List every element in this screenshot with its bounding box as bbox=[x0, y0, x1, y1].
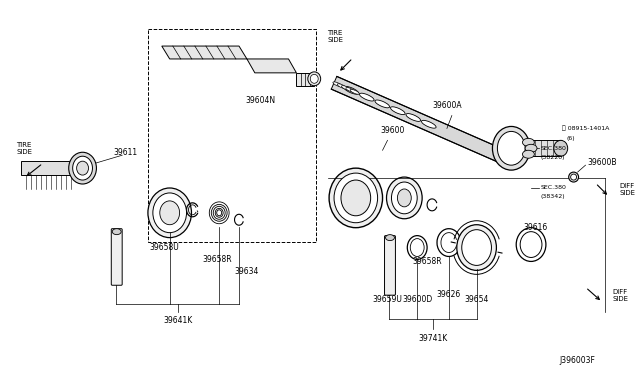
Ellipse shape bbox=[385, 235, 394, 241]
Ellipse shape bbox=[337, 84, 346, 89]
FancyBboxPatch shape bbox=[526, 140, 561, 156]
Text: (6): (6) bbox=[566, 136, 575, 141]
Text: 39741K: 39741K bbox=[419, 334, 447, 343]
Text: SEC.380: SEC.380 bbox=[541, 186, 567, 190]
Text: 39600B: 39600B bbox=[588, 158, 617, 167]
Ellipse shape bbox=[516, 228, 546, 262]
Ellipse shape bbox=[406, 113, 420, 121]
Ellipse shape bbox=[209, 202, 229, 224]
Text: 39604N: 39604N bbox=[246, 96, 276, 105]
Ellipse shape bbox=[344, 86, 358, 94]
Text: TIRE
SIDE: TIRE SIDE bbox=[327, 30, 343, 43]
Ellipse shape bbox=[342, 86, 351, 90]
Ellipse shape bbox=[213, 206, 225, 219]
Ellipse shape bbox=[497, 131, 525, 165]
Ellipse shape bbox=[333, 82, 342, 87]
Ellipse shape bbox=[73, 156, 92, 180]
Text: J396003F: J396003F bbox=[559, 356, 595, 365]
Text: DIFF
SIDE: DIFF SIDE bbox=[619, 183, 635, 196]
Text: TIRE
SIDE: TIRE SIDE bbox=[16, 142, 32, 155]
Ellipse shape bbox=[341, 180, 371, 216]
Ellipse shape bbox=[360, 93, 374, 101]
Ellipse shape bbox=[217, 210, 221, 216]
Text: 39658U: 39658U bbox=[150, 243, 180, 252]
Text: 39658R: 39658R bbox=[202, 255, 232, 264]
Ellipse shape bbox=[390, 107, 405, 115]
Ellipse shape bbox=[215, 208, 223, 217]
Text: (38220): (38220) bbox=[541, 155, 566, 160]
Ellipse shape bbox=[571, 174, 577, 180]
Ellipse shape bbox=[407, 235, 427, 259]
Ellipse shape bbox=[522, 138, 534, 146]
Ellipse shape bbox=[457, 225, 497, 270]
Ellipse shape bbox=[77, 161, 88, 175]
Polygon shape bbox=[162, 46, 247, 59]
Polygon shape bbox=[247, 59, 296, 73]
Ellipse shape bbox=[422, 121, 436, 128]
Text: 39641K: 39641K bbox=[163, 317, 192, 326]
Ellipse shape bbox=[522, 150, 534, 158]
Ellipse shape bbox=[211, 204, 227, 221]
Text: 39659U: 39659U bbox=[372, 295, 403, 304]
Ellipse shape bbox=[492, 126, 530, 170]
FancyBboxPatch shape bbox=[21, 161, 76, 175]
Text: 39611: 39611 bbox=[113, 148, 137, 157]
Ellipse shape bbox=[310, 74, 318, 83]
Ellipse shape bbox=[375, 100, 390, 108]
Ellipse shape bbox=[68, 152, 97, 184]
Text: 39600D: 39600D bbox=[402, 295, 433, 304]
Ellipse shape bbox=[334, 173, 378, 223]
Ellipse shape bbox=[461, 230, 492, 265]
Text: 39616: 39616 bbox=[524, 223, 548, 232]
Ellipse shape bbox=[525, 144, 537, 152]
Ellipse shape bbox=[112, 229, 121, 235]
Ellipse shape bbox=[160, 201, 180, 225]
Ellipse shape bbox=[387, 177, 422, 219]
Polygon shape bbox=[296, 73, 314, 86]
Text: 39634: 39634 bbox=[235, 267, 259, 276]
Ellipse shape bbox=[569, 172, 579, 182]
Ellipse shape bbox=[153, 193, 186, 232]
Text: SEC.380: SEC.380 bbox=[541, 146, 567, 151]
Ellipse shape bbox=[329, 168, 383, 228]
Text: 39600: 39600 bbox=[380, 126, 404, 135]
Ellipse shape bbox=[520, 232, 542, 257]
Polygon shape bbox=[332, 76, 509, 164]
Ellipse shape bbox=[148, 188, 191, 238]
Ellipse shape bbox=[308, 72, 321, 86]
Text: DIFF
SIDE: DIFF SIDE bbox=[612, 289, 628, 302]
Text: 39654: 39654 bbox=[465, 295, 489, 304]
Ellipse shape bbox=[350, 89, 359, 94]
Ellipse shape bbox=[346, 87, 355, 92]
Text: 39600A: 39600A bbox=[432, 101, 461, 110]
Ellipse shape bbox=[397, 189, 412, 207]
Ellipse shape bbox=[554, 140, 568, 156]
Text: 39658R: 39658R bbox=[412, 257, 442, 266]
Text: (38342): (38342) bbox=[541, 195, 566, 199]
Ellipse shape bbox=[392, 182, 417, 214]
FancyBboxPatch shape bbox=[385, 235, 396, 295]
Text: Ⓟ 08915-1401A: Ⓟ 08915-1401A bbox=[562, 126, 609, 131]
Text: 39626: 39626 bbox=[436, 290, 461, 299]
Ellipse shape bbox=[410, 238, 424, 256]
FancyBboxPatch shape bbox=[111, 229, 122, 285]
